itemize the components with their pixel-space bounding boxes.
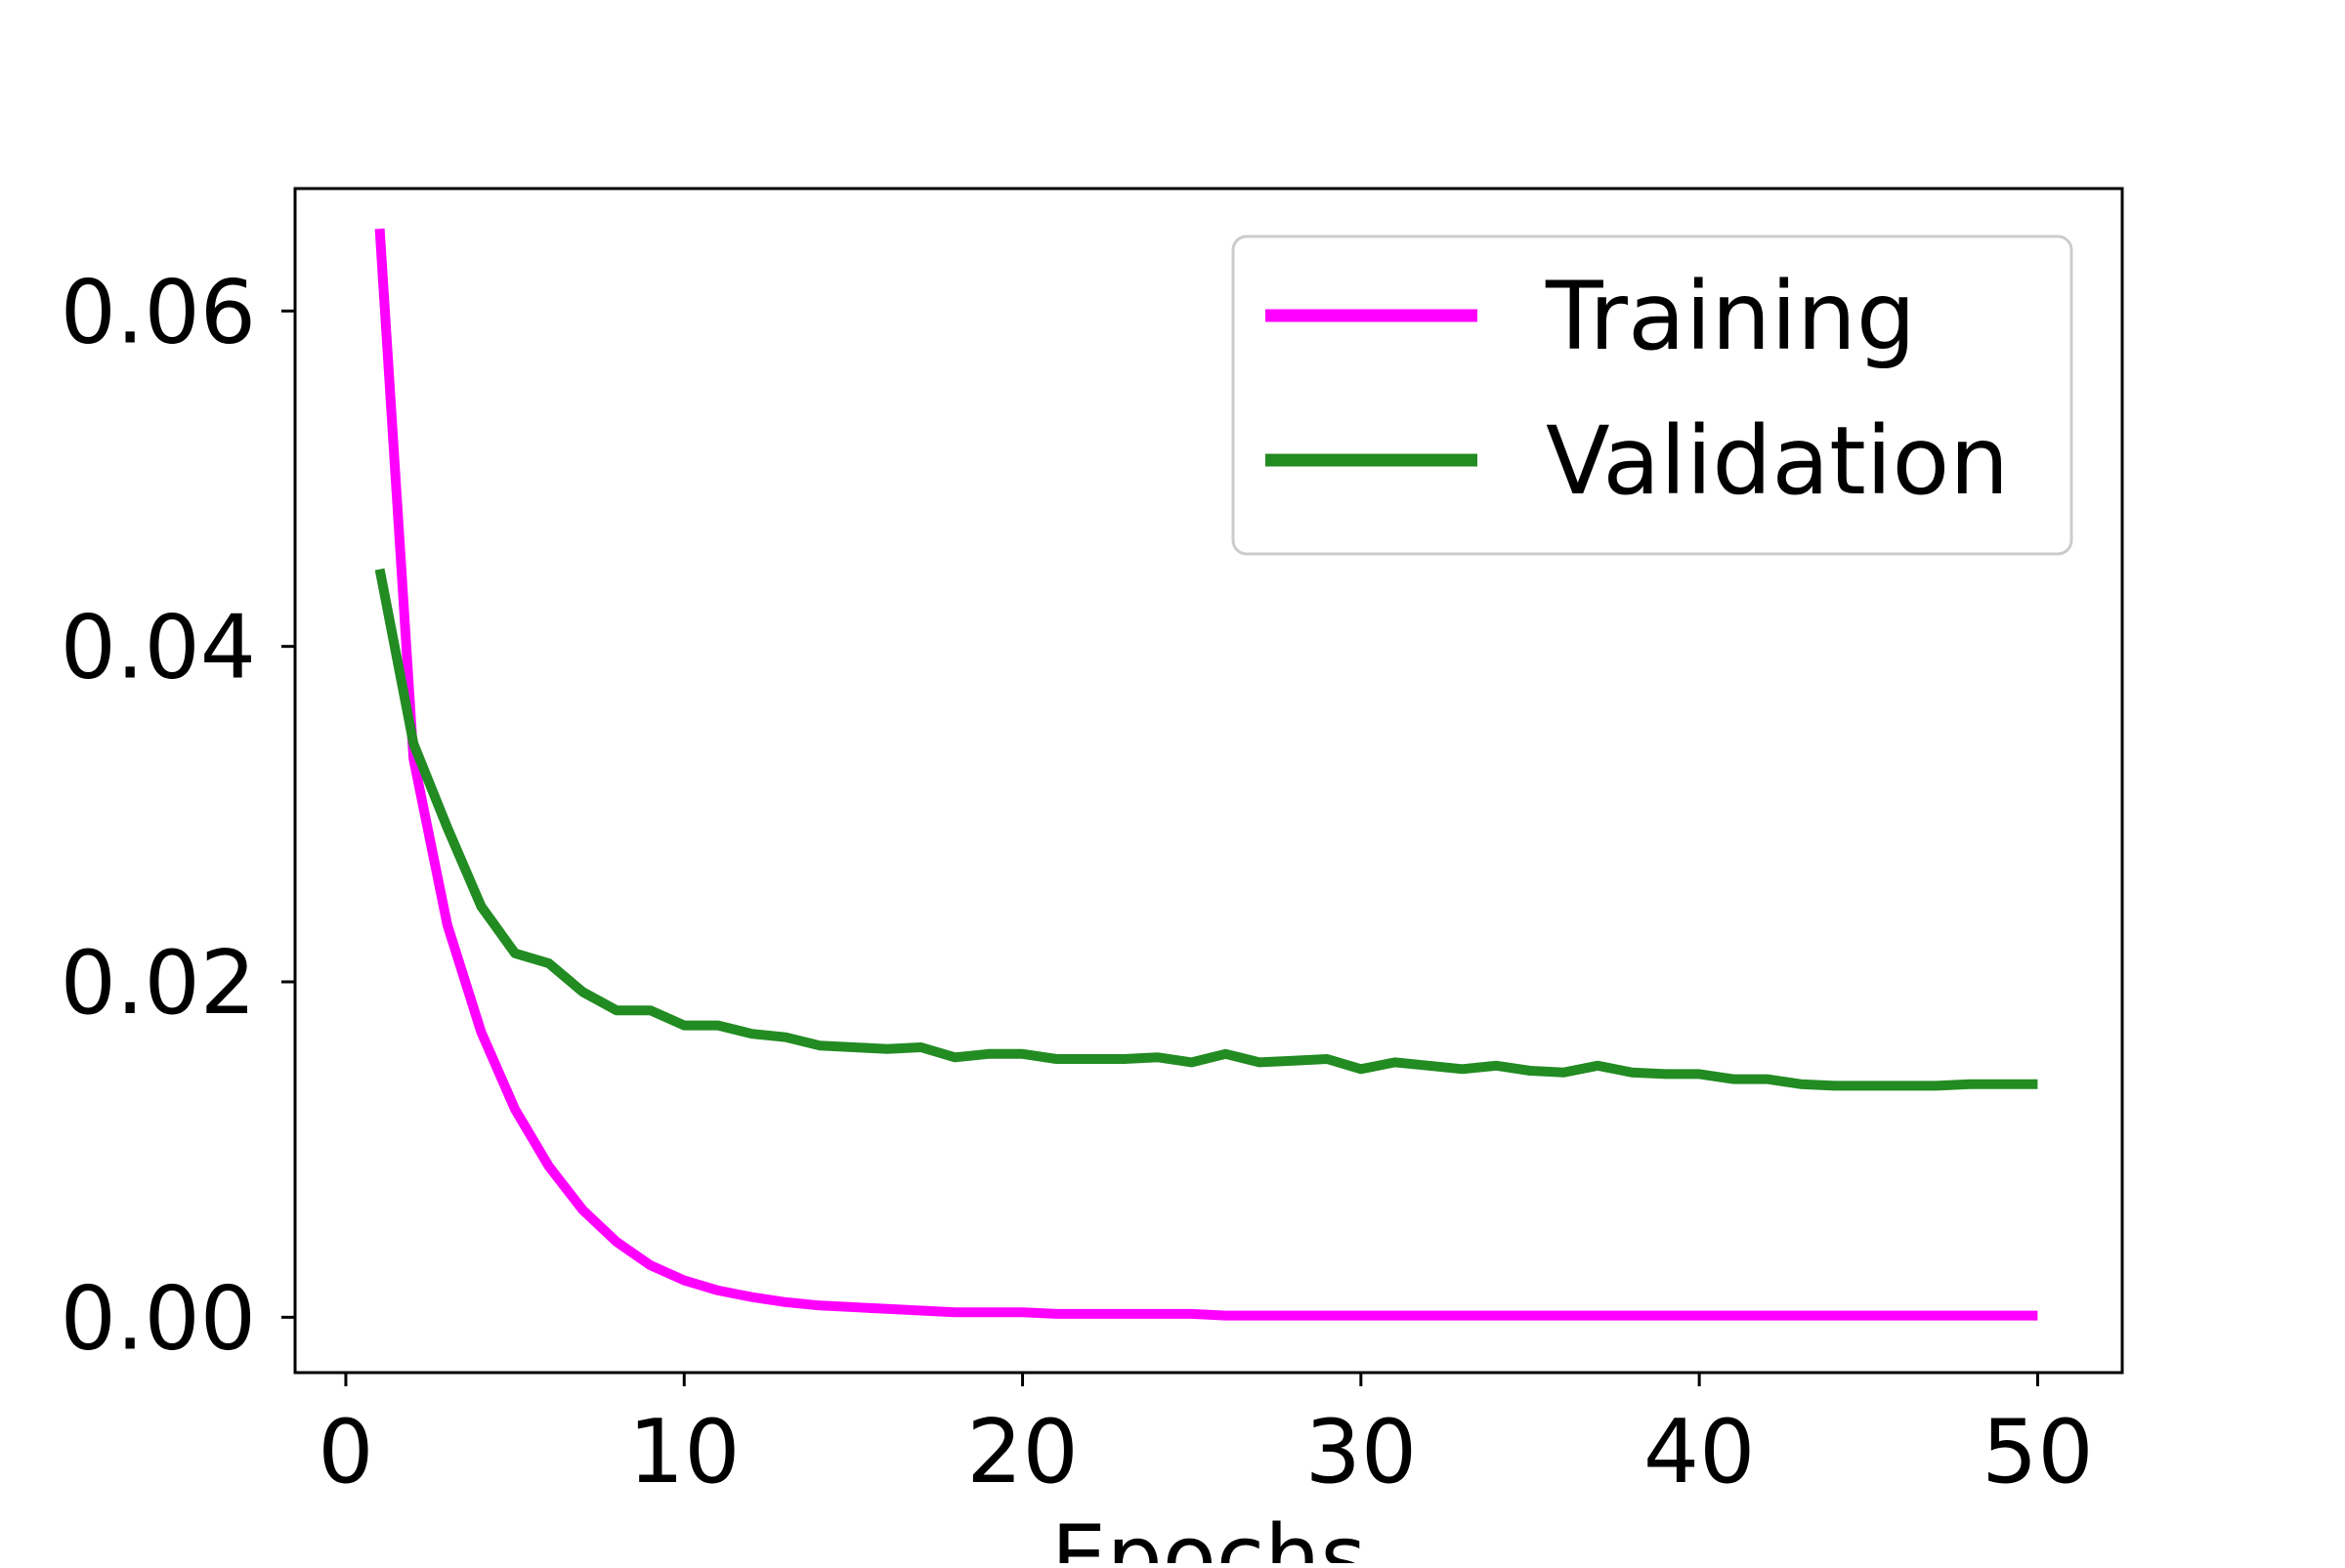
legend: Training Validation: [1231, 234, 2073, 556]
y-tick-label: 0.06: [61, 261, 256, 363]
series-line-training: [374, 228, 2038, 1321]
x-tick-label: 40: [1643, 1401, 1756, 1504]
legend-label-validation: Validation: [1546, 406, 2009, 516]
x-axis-ticks: 0 10 20 30 40 50: [318, 1373, 2094, 1504]
x-tick-label: 0: [318, 1401, 373, 1504]
x-tick-label: 10: [628, 1401, 741, 1504]
y-tick-label: 0.04: [61, 597, 256, 699]
y-axis-ticks: 0.00 0.02 0.04 0.06: [61, 261, 295, 1370]
y-tick-label: 0.00: [61, 1267, 256, 1370]
y-tick-label: 0.02: [61, 932, 256, 1035]
x-tick-label: 20: [966, 1401, 1079, 1504]
x-tick-label: 50: [1982, 1401, 2094, 1504]
x-tick-label: 30: [1305, 1401, 1418, 1504]
legend-label-training: Training: [1545, 262, 1916, 371]
series-lines: [374, 228, 2038, 1321]
series-line-validation: [374, 568, 2038, 1091]
x-axis-label: Epochs: [1051, 1506, 1366, 1563]
